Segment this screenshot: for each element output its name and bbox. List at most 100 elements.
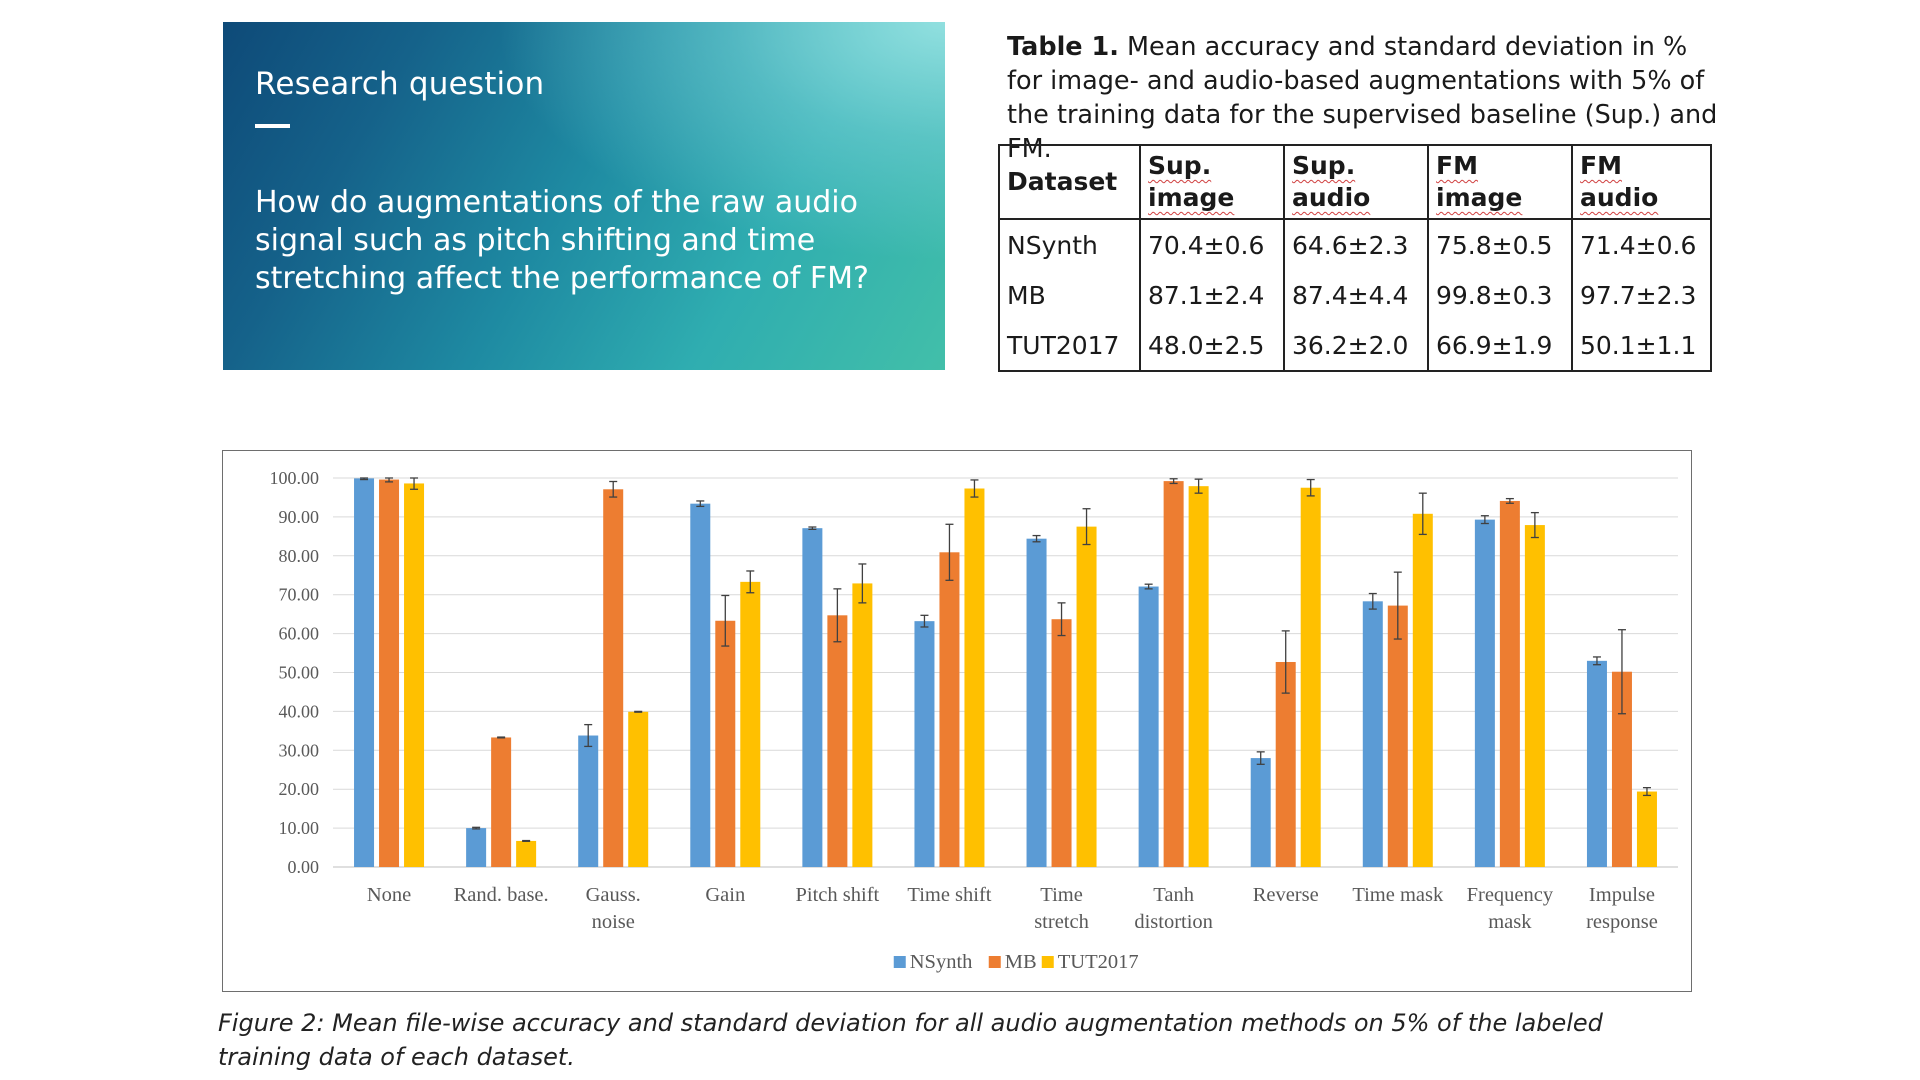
- bar: [715, 620, 736, 867]
- x-tick-label: Pitch shift: [796, 884, 880, 906]
- figure-caption: Figure 2: Mean file-wise accuracy and st…: [218, 1009, 1603, 1071]
- x-tick-label: Gauss.: [586, 884, 641, 906]
- research-question-text: How do augmentations of the raw audio si…: [255, 185, 869, 296]
- x-tick-label: Frequency: [1467, 884, 1554, 906]
- table-cell: 50.1±1.1: [1571, 320, 1712, 372]
- x-tick-label: Reverse: [1253, 884, 1319, 906]
- legend-swatch: [988, 956, 1001, 968]
- bar: [1474, 519, 1495, 867]
- bar: [1138, 586, 1159, 867]
- bar: [628, 711, 649, 867]
- table-cell: 71.4±0.6: [1571, 219, 1712, 270]
- bar: [1524, 525, 1545, 867]
- bar: [1188, 486, 1209, 867]
- bar: [516, 840, 537, 867]
- x-tick-label: None: [367, 884, 411, 906]
- legend-label: MB: [1005, 951, 1037, 973]
- y-tick-label: 50.00: [279, 663, 320, 683]
- x-tick-label: Time mask: [1352, 884, 1444, 906]
- y-tick-label: 70.00: [279, 585, 320, 605]
- bar: [1362, 601, 1383, 867]
- x-tick-label: Impulse: [1589, 884, 1655, 906]
- header-dataset: Dataset: [998, 144, 1141, 220]
- bar: [491, 737, 512, 867]
- bar: [939, 552, 960, 867]
- table-cell: 87.4±4.4: [1283, 270, 1429, 320]
- bar: [1163, 481, 1184, 867]
- legend-label: NSynth: [910, 951, 973, 973]
- x-tick-label: noise: [592, 911, 635, 933]
- bar: [1300, 487, 1321, 867]
- bar: [1499, 500, 1520, 867]
- bar: [690, 503, 711, 867]
- bar: [740, 581, 761, 867]
- title-divider: [255, 124, 290, 128]
- y-tick-label: 40.00: [279, 701, 320, 721]
- y-tick-label: 20.00: [279, 779, 320, 799]
- y-tick-label: 60.00: [279, 624, 320, 644]
- bar: [827, 615, 848, 867]
- table-cell: 36.2±2.0: [1283, 320, 1429, 372]
- table-row: MB 87.1±2.4 87.4±4.4 99.8±0.3 97.7±2.3: [998, 270, 1712, 320]
- y-tick-label: 10.00: [279, 818, 320, 838]
- table-cell: 64.6±2.3: [1283, 219, 1429, 270]
- header-sup-image: Sup. image: [1139, 144, 1285, 220]
- x-tick-label: Rand. base.: [454, 884, 549, 906]
- table-cell: 48.0±2.5: [1139, 320, 1285, 372]
- bar: [1275, 661, 1296, 867]
- bar: [852, 583, 873, 867]
- x-tick-label: Tanh: [1153, 884, 1194, 906]
- table-cell: TUT2017: [998, 320, 1141, 372]
- header-sup-audio: Sup. audio: [1283, 144, 1429, 220]
- x-tick-label: distortion: [1134, 911, 1213, 933]
- x-tick-label: stretch: [1034, 911, 1089, 933]
- bar: [1076, 526, 1097, 867]
- table-cell: 75.8±0.5: [1427, 219, 1573, 270]
- chart-svg: 0.00 10.00 20.00 30.00 40.00 50.00 60.00 70.00 8…: [270, 468, 1678, 973]
- legend-label: TUT2017: [1058, 951, 1139, 973]
- bar: [466, 828, 487, 867]
- bar: [802, 528, 823, 867]
- bar: [1636, 791, 1657, 867]
- table-row: NSynth 70.4±0.6 64.6±2.3 75.8±0.5 71.4±0…: [998, 219, 1712, 270]
- table-cell: MB: [998, 270, 1141, 320]
- x-tick-label: Time: [1040, 884, 1083, 906]
- bar: [1026, 538, 1047, 867]
- bar: [1051, 619, 1072, 867]
- bar: [1250, 758, 1271, 867]
- table-cell: 70.4±0.6: [1139, 219, 1285, 270]
- augmentation-chart: 0.00 10.00 20.00 30.00 40.00 50.00 60.00 70.00 8…: [222, 450, 1692, 992]
- bar: [1586, 660, 1607, 867]
- bar: [354, 478, 375, 867]
- header-fm-image: FM image: [1427, 144, 1573, 220]
- x-tick-label: mask: [1488, 911, 1532, 933]
- table-row: TUT2017 48.0±2.5 36.2±2.0 66.9±1.9 50.1±…: [998, 320, 1712, 372]
- legend-swatch: [1041, 956, 1054, 968]
- y-tick-label: 0.00: [288, 857, 320, 877]
- bar: [603, 489, 624, 867]
- bar: [964, 488, 985, 867]
- legend-swatch: [893, 956, 906, 968]
- x-tick-label: Time shift: [907, 884, 991, 906]
- bar: [578, 735, 599, 867]
- bar: [404, 483, 425, 867]
- table-caption-label: Table 1.: [1007, 32, 1119, 62]
- x-tick-label: response: [1586, 911, 1658, 933]
- y-tick-label: 100.00: [270, 468, 320, 488]
- table-cell: 87.1±2.4: [1139, 270, 1285, 320]
- y-tick-label: 90.00: [279, 507, 320, 527]
- research-question-title: Research question: [255, 66, 545, 102]
- bar: [1387, 605, 1408, 867]
- results-table: Dataset Sup. image Sup. audio FM image F…: [998, 144, 1712, 372]
- table-cell: 66.9±1.9: [1427, 320, 1573, 372]
- y-tick-label: 30.00: [279, 740, 320, 760]
- x-tick-label: Gain: [705, 884, 745, 906]
- bar: [914, 621, 935, 867]
- table-header-row: Dataset Sup. image Sup. audio FM image F…: [998, 144, 1712, 220]
- research-question-card: Research question How do augmentations o…: [223, 22, 945, 370]
- table-cell: NSynth: [998, 219, 1141, 270]
- bar: [379, 479, 400, 867]
- bar: [1611, 671, 1632, 867]
- table-cell: 97.7±2.3: [1571, 270, 1712, 320]
- header-fm-audio: FM audio: [1571, 144, 1712, 220]
